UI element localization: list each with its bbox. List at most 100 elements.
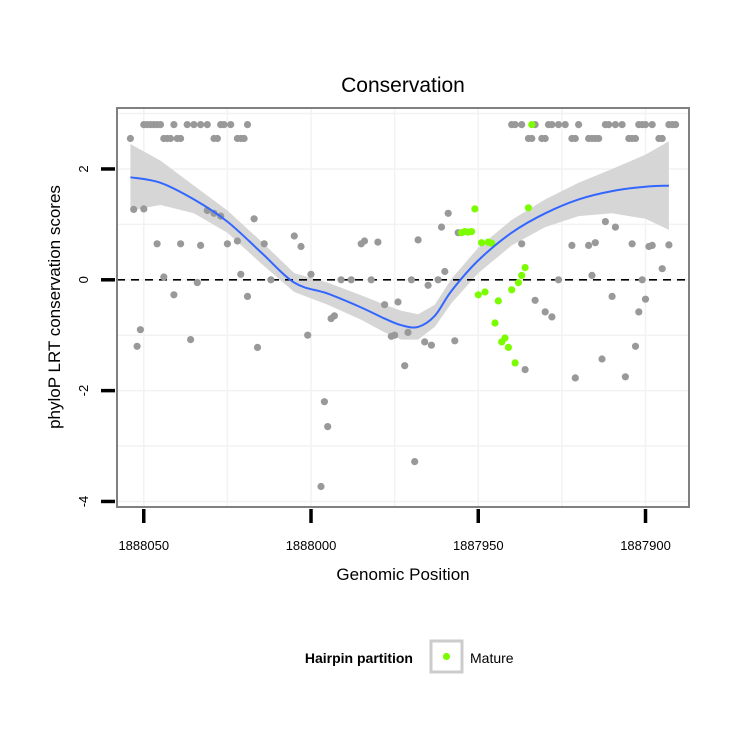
point-other bbox=[260, 240, 268, 248]
x-tick-label: 1888000 bbox=[286, 538, 337, 553]
point-other bbox=[253, 343, 262, 351]
point-other bbox=[213, 134, 221, 143]
legend-title: Hairpin partition bbox=[305, 650, 413, 666]
point-other bbox=[648, 241, 656, 249]
point-other bbox=[568, 241, 576, 249]
point-other bbox=[528, 134, 536, 143]
point-other bbox=[381, 301, 389, 309]
y-axis-label: phyloP LRT conservation scores bbox=[45, 185, 64, 429]
point-other bbox=[153, 240, 161, 248]
point-other bbox=[601, 218, 610, 226]
point-other bbox=[518, 121, 526, 129]
x-axis-label: Genomic Position bbox=[336, 565, 469, 584]
point-other bbox=[628, 240, 636, 248]
point-other bbox=[548, 121, 556, 129]
smooth-line bbox=[130, 176, 669, 329]
point-other bbox=[621, 373, 630, 381]
point-other bbox=[183, 121, 191, 129]
point-other bbox=[598, 355, 606, 363]
x-tick-label: 1888050 bbox=[118, 538, 169, 553]
point-other bbox=[591, 239, 599, 247]
point-other bbox=[554, 276, 563, 284]
point-other bbox=[233, 237, 241, 245]
point-other bbox=[451, 337, 459, 345]
point-other bbox=[595, 134, 603, 143]
x-tick-label: 1887900 bbox=[620, 538, 671, 553]
point-other bbox=[521, 366, 529, 374]
point-other bbox=[635, 308, 643, 316]
point-mature bbox=[474, 291, 482, 299]
point-other bbox=[541, 308, 549, 316]
point-other bbox=[243, 292, 252, 300]
legend-label-mature: Mature bbox=[470, 650, 514, 666]
point-mature bbox=[468, 228, 476, 236]
y-axis: 2 0 -2 -4 bbox=[76, 165, 115, 507]
points-layer bbox=[126, 121, 680, 491]
x-axis: 1888050 1888000 1887950 1887900 bbox=[118, 509, 671, 553]
point-other bbox=[588, 271, 596, 279]
point-other bbox=[541, 134, 549, 143]
point-other bbox=[394, 298, 402, 306]
point-mature bbox=[508, 286, 516, 294]
point-mature bbox=[504, 343, 512, 351]
point-other bbox=[638, 276, 646, 284]
point-other bbox=[631, 134, 640, 143]
point-other bbox=[404, 328, 412, 336]
point-mature bbox=[521, 264, 529, 272]
point-other bbox=[367, 276, 375, 284]
point-other bbox=[307, 270, 315, 278]
point-other bbox=[421, 338, 429, 346]
point-other bbox=[190, 121, 198, 129]
point-other bbox=[401, 362, 409, 370]
point-other bbox=[424, 281, 432, 289]
point-other bbox=[193, 279, 201, 287]
point-other bbox=[243, 121, 252, 129]
point-other bbox=[237, 270, 245, 278]
point-other bbox=[360, 237, 369, 245]
legend: Hairpin partition Mature bbox=[305, 639, 514, 674]
point-other bbox=[297, 242, 305, 251]
point-other bbox=[437, 223, 446, 231]
point-other bbox=[407, 276, 415, 284]
point-other bbox=[220, 121, 228, 129]
point-other bbox=[223, 240, 231, 248]
point-other bbox=[571, 134, 579, 143]
point-other bbox=[170, 291, 178, 299]
point-other bbox=[641, 295, 650, 303]
point-mature bbox=[491, 319, 499, 327]
point-other bbox=[434, 276, 442, 284]
point-other bbox=[240, 134, 248, 143]
point-other bbox=[611, 223, 620, 231]
point-other bbox=[561, 121, 569, 129]
point-mature bbox=[511, 359, 519, 367]
point-other bbox=[518, 240, 526, 248]
point-other bbox=[170, 121, 178, 129]
point-other bbox=[177, 240, 185, 248]
point-other bbox=[203, 121, 211, 129]
point-other bbox=[411, 458, 419, 466]
point-other bbox=[197, 121, 205, 129]
point-other bbox=[156, 121, 165, 129]
plot-panel bbox=[116, 107, 690, 508]
point-other bbox=[571, 374, 579, 382]
point-other bbox=[166, 134, 175, 143]
point-other bbox=[330, 312, 338, 320]
point-other bbox=[160, 273, 168, 281]
point-other bbox=[130, 205, 138, 213]
point-other bbox=[665, 241, 673, 249]
point-other bbox=[133, 342, 141, 350]
point-other bbox=[250, 215, 258, 223]
point-other bbox=[548, 313, 556, 321]
point-other bbox=[317, 482, 325, 491]
legend-key-mature bbox=[442, 652, 451, 661]
point-mature bbox=[488, 239, 496, 247]
y-tick-label: -2 bbox=[76, 385, 91, 397]
point-other bbox=[320, 398, 328, 406]
point-other bbox=[374, 238, 382, 246]
point-other bbox=[197, 241, 205, 249]
panel-background bbox=[117, 108, 689, 507]
point-mature bbox=[478, 239, 486, 247]
point-other bbox=[126, 134, 134, 143]
point-other bbox=[267, 276, 275, 284]
